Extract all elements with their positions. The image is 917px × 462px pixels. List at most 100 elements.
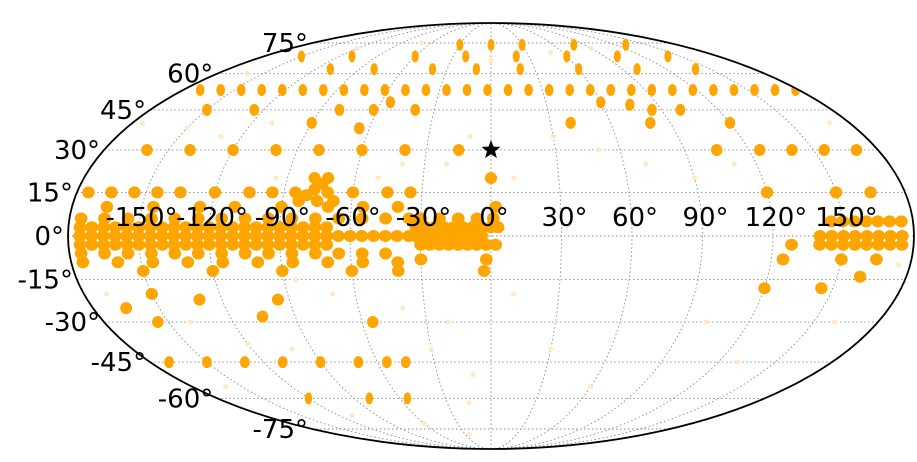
data-point: [262, 247, 275, 260]
data-point: [524, 83, 533, 96]
data-point: [167, 238, 181, 251]
longitude-gridline: [490, 22, 774, 450]
data-point: [402, 212, 416, 225]
faint-data-point: [222, 384, 229, 390]
data-point: [168, 247, 182, 260]
data-point: [404, 186, 417, 199]
data-point: [414, 253, 428, 266]
data-point: [432, 238, 446, 251]
data-point: [120, 221, 134, 234]
data-point: [365, 392, 374, 405]
data-point: [451, 212, 465, 225]
longitude-tick-label: 150°: [815, 203, 878, 233]
data-point: [353, 122, 365, 135]
data-point: [864, 186, 877, 199]
data-point: [565, 83, 575, 96]
data-point: [613, 50, 621, 63]
data-point: [355, 212, 369, 225]
data-point: [296, 238, 310, 251]
data-point: [249, 103, 260, 116]
data-point: [215, 247, 229, 260]
faint-data-point: [245, 71, 251, 77]
data-point: [167, 230, 181, 242]
data-point: [155, 230, 169, 242]
data-point: [297, 50, 305, 63]
data-point: [310, 195, 324, 208]
faint-data-point: [731, 161, 737, 167]
data-point: [883, 215, 896, 228]
faint-data-point: [292, 277, 299, 283]
latitude-tick-label: -75°: [253, 415, 308, 445]
data-point: [132, 230, 145, 242]
data-point: [184, 143, 196, 156]
data-point: [360, 83, 369, 96]
data-point: [836, 215, 850, 228]
data-point: [853, 270, 867, 283]
faint-data-point: [832, 319, 838, 325]
faint-data-point: [470, 372, 476, 378]
data-point: [120, 230, 134, 242]
data-point: [334, 103, 345, 116]
data-point: [98, 247, 111, 260]
data-point: [73, 221, 87, 234]
data-point: [462, 50, 470, 63]
data-point: [370, 63, 378, 76]
data-point: [277, 83, 287, 96]
data-point: [152, 316, 164, 329]
data-point: [872, 238, 885, 251]
faint-data-point: [103, 291, 110, 297]
faint-data-point: [587, 384, 594, 390]
data-point: [151, 186, 164, 199]
data-point: [848, 238, 862, 251]
data-point: [675, 103, 686, 116]
faint-data-point: [444, 161, 450, 167]
data-point: [266, 186, 279, 199]
data-point: [202, 238, 216, 251]
faint-data-point: [289, 346, 295, 352]
data-point: [320, 238, 334, 251]
longitude-tick-label: 30°: [541, 203, 587, 233]
faint-data-point: [269, 120, 275, 126]
faint-data-point: [467, 133, 473, 139]
data-point: [355, 230, 369, 242]
data-point: [284, 230, 298, 242]
latitude-tick-label: 45°: [100, 96, 146, 126]
data-point: [236, 83, 246, 96]
data-point: [860, 230, 874, 242]
data-point: [286, 256, 300, 269]
data-point: [606, 83, 616, 96]
data-point: [647, 83, 657, 96]
data-point: [489, 238, 503, 251]
longitude-tick-label: -60°: [325, 203, 380, 233]
data-point: [668, 83, 677, 96]
data-point: [193, 200, 207, 213]
data-point: [285, 238, 298, 251]
data-point: [327, 195, 340, 208]
data-point: [191, 238, 204, 251]
data-point: [271, 293, 284, 306]
data-point: [202, 221, 216, 234]
data-point: [308, 238, 322, 251]
faint-data-point: [466, 431, 473, 437]
longitude-gridline: [490, 22, 562, 450]
data-point: [331, 230, 345, 242]
data-point: [155, 238, 169, 251]
data-point: [400, 356, 411, 369]
data-point: [428, 63, 437, 76]
data-point: [688, 83, 698, 96]
longitude-tick-label: 0°: [479, 203, 509, 233]
data-point: [164, 356, 174, 369]
data-point: [136, 264, 150, 277]
data-point: [835, 253, 848, 266]
data-point: [292, 195, 305, 208]
data-point: [544, 83, 554, 96]
data-point: [256, 310, 269, 323]
faint-data-point: [643, 161, 649, 167]
data-point: [214, 238, 228, 251]
data-point: [74, 212, 88, 225]
data-point: [368, 103, 379, 116]
data-point: [367, 316, 379, 329]
faint-data-point: [548, 346, 554, 352]
data-point: [206, 264, 220, 277]
